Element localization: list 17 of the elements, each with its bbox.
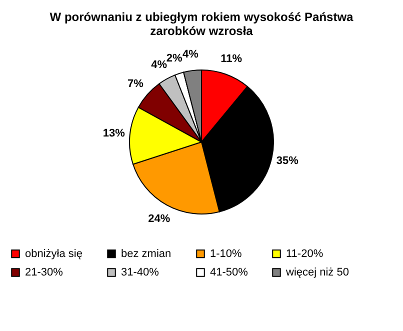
data-label: 11% — [220, 53, 242, 66]
data-label: 13% — [102, 128, 126, 140]
legend-label: 11-20% — [286, 248, 324, 260]
legend-label: 41-50% — [210, 266, 248, 278]
data-label: 7% — [128, 78, 144, 90]
data-label: 4% — [182, 48, 199, 61]
legend-label: 31-40% — [121, 266, 160, 278]
data-label: 2% — [166, 52, 182, 64]
data-label: 4% — [151, 58, 168, 71]
legend-label: obniżyła się — [25, 248, 82, 260]
legend-label: 1-10% — [210, 248, 242, 260]
data-label: 24% — [148, 213, 170, 226]
data-label: 35% — [276, 155, 299, 168]
legend-label: 21-30% — [25, 266, 64, 278]
legend-label: więcej niż 50 — [285, 266, 349, 278]
chart-title: W porównaniu z ubiegłym rokiem wysokość Państwa zarobków wzrosła — [50, 10, 354, 38]
legend-label: bez zmian — [121, 248, 172, 260]
